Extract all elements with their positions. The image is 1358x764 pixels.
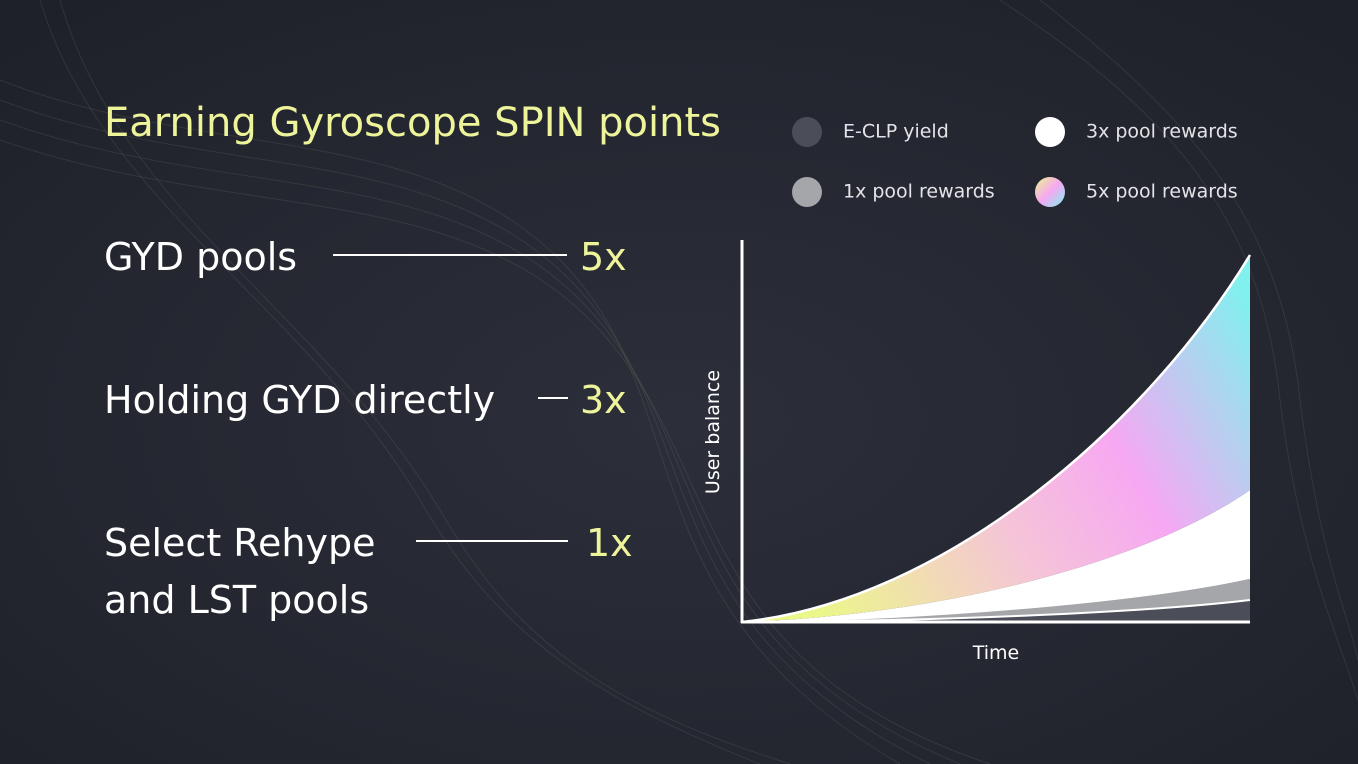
item-label: Select Rehype <box>104 521 375 565</box>
legend-swatch <box>1035 177 1065 207</box>
legend-label: 3x pool rewards <box>1086 121 1238 143</box>
title: Earning Gyroscope SPIN points <box>104 100 721 146</box>
legend-swatch <box>792 177 822 207</box>
curve <box>741 577 1251 623</box>
item-label: and LST pools <box>104 578 369 622</box>
top-curve <box>741 254 1252 624</box>
area-5x <box>742 255 1250 622</box>
multiplier: 1x <box>586 521 633 565</box>
area-3x <box>742 490 1250 622</box>
item-label: Holding GYD directly <box>104 378 495 422</box>
legend-label: 5x pool rewards <box>1086 181 1238 203</box>
legend-swatch <box>792 117 822 147</box>
area-1x <box>742 578 1250 622</box>
multiplier: 5x <box>580 235 627 279</box>
legend-label: 1x pool rewards <box>843 181 995 203</box>
x-axis-label: Time <box>972 642 1020 664</box>
multiplier: 3x <box>580 378 627 422</box>
y-axis-label: User balance <box>702 370 724 494</box>
area-eclp <box>742 600 1250 622</box>
growth-areas <box>741 254 1252 624</box>
legend-label: E-CLP yield <box>843 121 949 143</box>
legend-swatch <box>1035 117 1065 147</box>
item-label: GYD pools <box>104 235 297 279</box>
